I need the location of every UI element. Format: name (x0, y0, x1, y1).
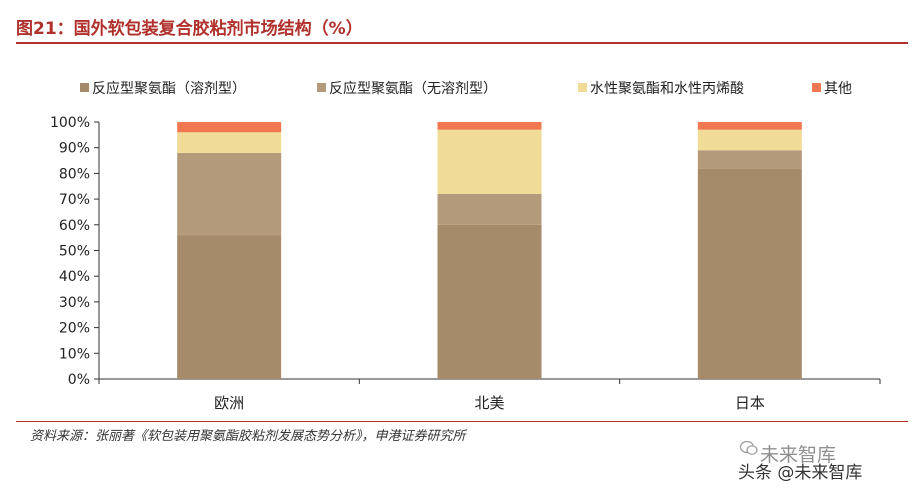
bar-segment (437, 122, 542, 130)
legend-swatch (812, 83, 821, 92)
stacked-bar-chart: 反应型聚氨酯（溶剂型） 反应型聚氨酯（无溶剂型） 水性聚氨酯和水性丙烯酸 其他 0% 10… (50, 80, 881, 412)
y-tick-label: 30% (59, 295, 90, 311)
legend-label: 其他 (824, 81, 852, 97)
legend-label: 反应型聚氨酯（溶剂型） (92, 80, 246, 97)
y-tick-label: 80% (59, 166, 90, 182)
watermark-text: 未来智库 (760, 444, 837, 466)
bar-segment (697, 122, 802, 130)
bar-segment (177, 132, 282, 153)
bar-segment (437, 193, 542, 225)
legend-label: 反应型聚氨酯（无溶剂型） (329, 80, 497, 97)
bar-segment (697, 168, 802, 379)
source-note: 资料来源：张丽著《软包装用聚氨酯胶粘剂发展态势分析》，申港证券研究所 (30, 429, 466, 444)
bar-segment (697, 129, 802, 151)
y-tick-label: 20% (59, 321, 90, 337)
x-tick-label: 北美 (474, 394, 504, 412)
legend-label: 水性聚氨酯和水性丙烯酸 (590, 81, 744, 97)
bar-segment (177, 235, 282, 379)
y-tick-label: 60% (59, 218, 90, 234)
legend-swatch (578, 83, 587, 92)
watermark-credit: 头条 @未来智库 (738, 463, 863, 483)
bar-segment (177, 122, 282, 133)
title-bar: 图21：国外软包装复合胶粘剂市场结构（%） (16, 8, 908, 44)
y-tick-label: 50% (59, 244, 90, 260)
legend-swatch (80, 83, 89, 92)
bar-segment (437, 224, 542, 379)
y-tick-label: 90% (59, 141, 90, 157)
y-tick-label: 100% (50, 115, 90, 131)
bar-segment (697, 150, 802, 169)
y-tick-label: 0% (68, 372, 90, 388)
source-divider (16, 421, 908, 422)
wechat-icon (740, 440, 758, 455)
bar-segment (177, 152, 282, 236)
y-tick-label: 70% (59, 192, 90, 208)
y-tick-label: 10% (59, 346, 90, 362)
legend-swatch (317, 83, 326, 92)
bar-segment (437, 129, 542, 194)
x-tick-label: 欧洲 (214, 394, 244, 412)
x-tick-label: 日本 (735, 394, 765, 412)
y-tick-label: 40% (59, 269, 90, 285)
figure-title: 图21：国外软包装复合胶粘剂市场结构（%） (16, 19, 363, 39)
